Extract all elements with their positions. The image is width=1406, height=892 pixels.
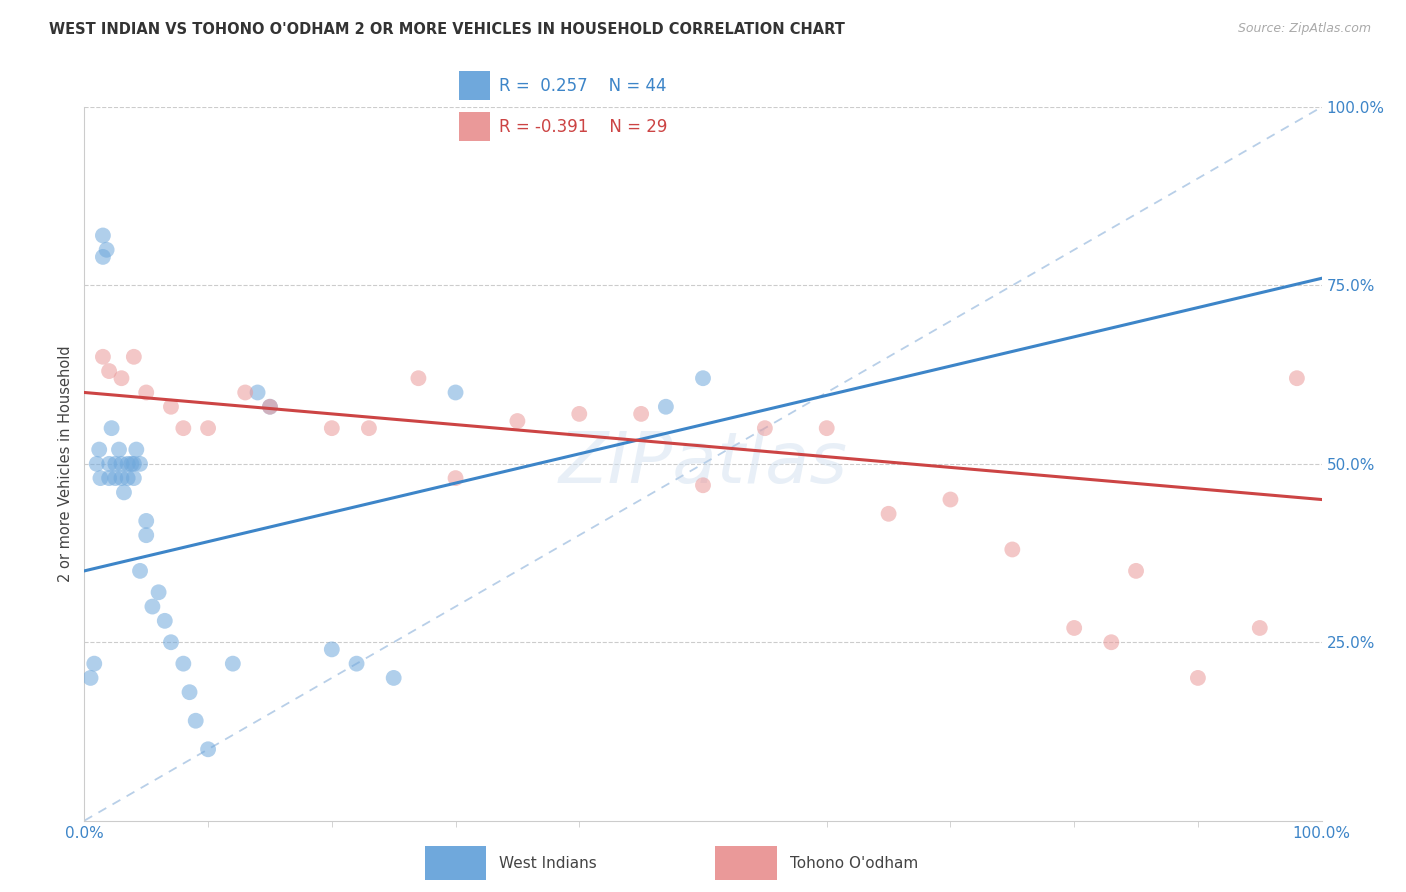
Point	[1285, 371, 1308, 385]
Text: R =  0.257    N = 44: R = 0.257 N = 44	[499, 77, 666, 95]
Point	[346, 657, 368, 671]
Point	[184, 714, 207, 728]
Text: Tohono O'odham: Tohono O'odham	[790, 855, 918, 871]
Point	[108, 442, 131, 457]
Point	[89, 442, 111, 457]
Point	[98, 364, 121, 378]
Point	[444, 385, 467, 400]
Bar	[460, 71, 491, 100]
Point	[259, 400, 281, 414]
Point	[110, 457, 132, 471]
Point	[321, 421, 343, 435]
Point	[96, 243, 118, 257]
Point	[172, 421, 194, 435]
Point	[877, 507, 900, 521]
Point	[104, 457, 127, 471]
Point	[357, 421, 380, 435]
Point	[222, 657, 245, 671]
Point	[79, 671, 101, 685]
Point	[117, 471, 139, 485]
Point	[160, 635, 183, 649]
Point	[135, 528, 157, 542]
Point	[141, 599, 163, 614]
Point	[197, 742, 219, 756]
Point	[1187, 671, 1209, 685]
Point	[246, 385, 269, 400]
Point	[89, 471, 111, 485]
Point	[160, 400, 183, 414]
Point	[197, 421, 219, 435]
Point	[939, 492, 962, 507]
Bar	[460, 112, 491, 141]
Point	[91, 250, 114, 264]
Text: West Indians: West Indians	[499, 855, 596, 871]
Point	[122, 471, 145, 485]
Point	[98, 471, 121, 485]
Point	[110, 471, 132, 485]
Point	[655, 400, 678, 414]
Bar	[716, 846, 778, 880]
Point	[120, 457, 142, 471]
Point	[506, 414, 529, 428]
Point	[444, 471, 467, 485]
Point	[1063, 621, 1085, 635]
Point	[91, 228, 114, 243]
Point	[153, 614, 176, 628]
Text: ZIPatlas: ZIPatlas	[558, 429, 848, 499]
Point	[83, 657, 105, 671]
Point	[100, 421, 122, 435]
Point	[382, 671, 405, 685]
Point	[321, 642, 343, 657]
Point	[179, 685, 201, 699]
Y-axis label: 2 or more Vehicles in Household: 2 or more Vehicles in Household	[58, 345, 73, 582]
Point	[135, 385, 157, 400]
Point	[1099, 635, 1122, 649]
Point	[86, 457, 108, 471]
Point	[692, 478, 714, 492]
Point	[125, 442, 148, 457]
Point	[112, 485, 135, 500]
Point	[135, 514, 157, 528]
Point	[117, 457, 139, 471]
Point	[129, 564, 152, 578]
Point	[754, 421, 776, 435]
Bar	[425, 846, 486, 880]
Point	[172, 657, 194, 671]
Point	[408, 371, 430, 385]
Point	[110, 371, 132, 385]
Point	[122, 457, 145, 471]
Point	[815, 421, 838, 435]
Point	[122, 350, 145, 364]
Text: R = -0.391    N = 29: R = -0.391 N = 29	[499, 118, 668, 136]
Text: Source: ZipAtlas.com: Source: ZipAtlas.com	[1237, 22, 1371, 36]
Point	[1001, 542, 1024, 557]
Point	[98, 457, 121, 471]
Point	[568, 407, 591, 421]
Point	[233, 385, 256, 400]
Text: WEST INDIAN VS TOHONO O'ODHAM 2 OR MORE VEHICLES IN HOUSEHOLD CORRELATION CHART: WEST INDIAN VS TOHONO O'ODHAM 2 OR MORE …	[49, 22, 845, 37]
Point	[692, 371, 714, 385]
Point	[630, 407, 652, 421]
Point	[148, 585, 170, 599]
Point	[104, 471, 127, 485]
Point	[129, 457, 152, 471]
Point	[259, 400, 281, 414]
Point	[91, 350, 114, 364]
Point	[1125, 564, 1147, 578]
Point	[1249, 621, 1271, 635]
